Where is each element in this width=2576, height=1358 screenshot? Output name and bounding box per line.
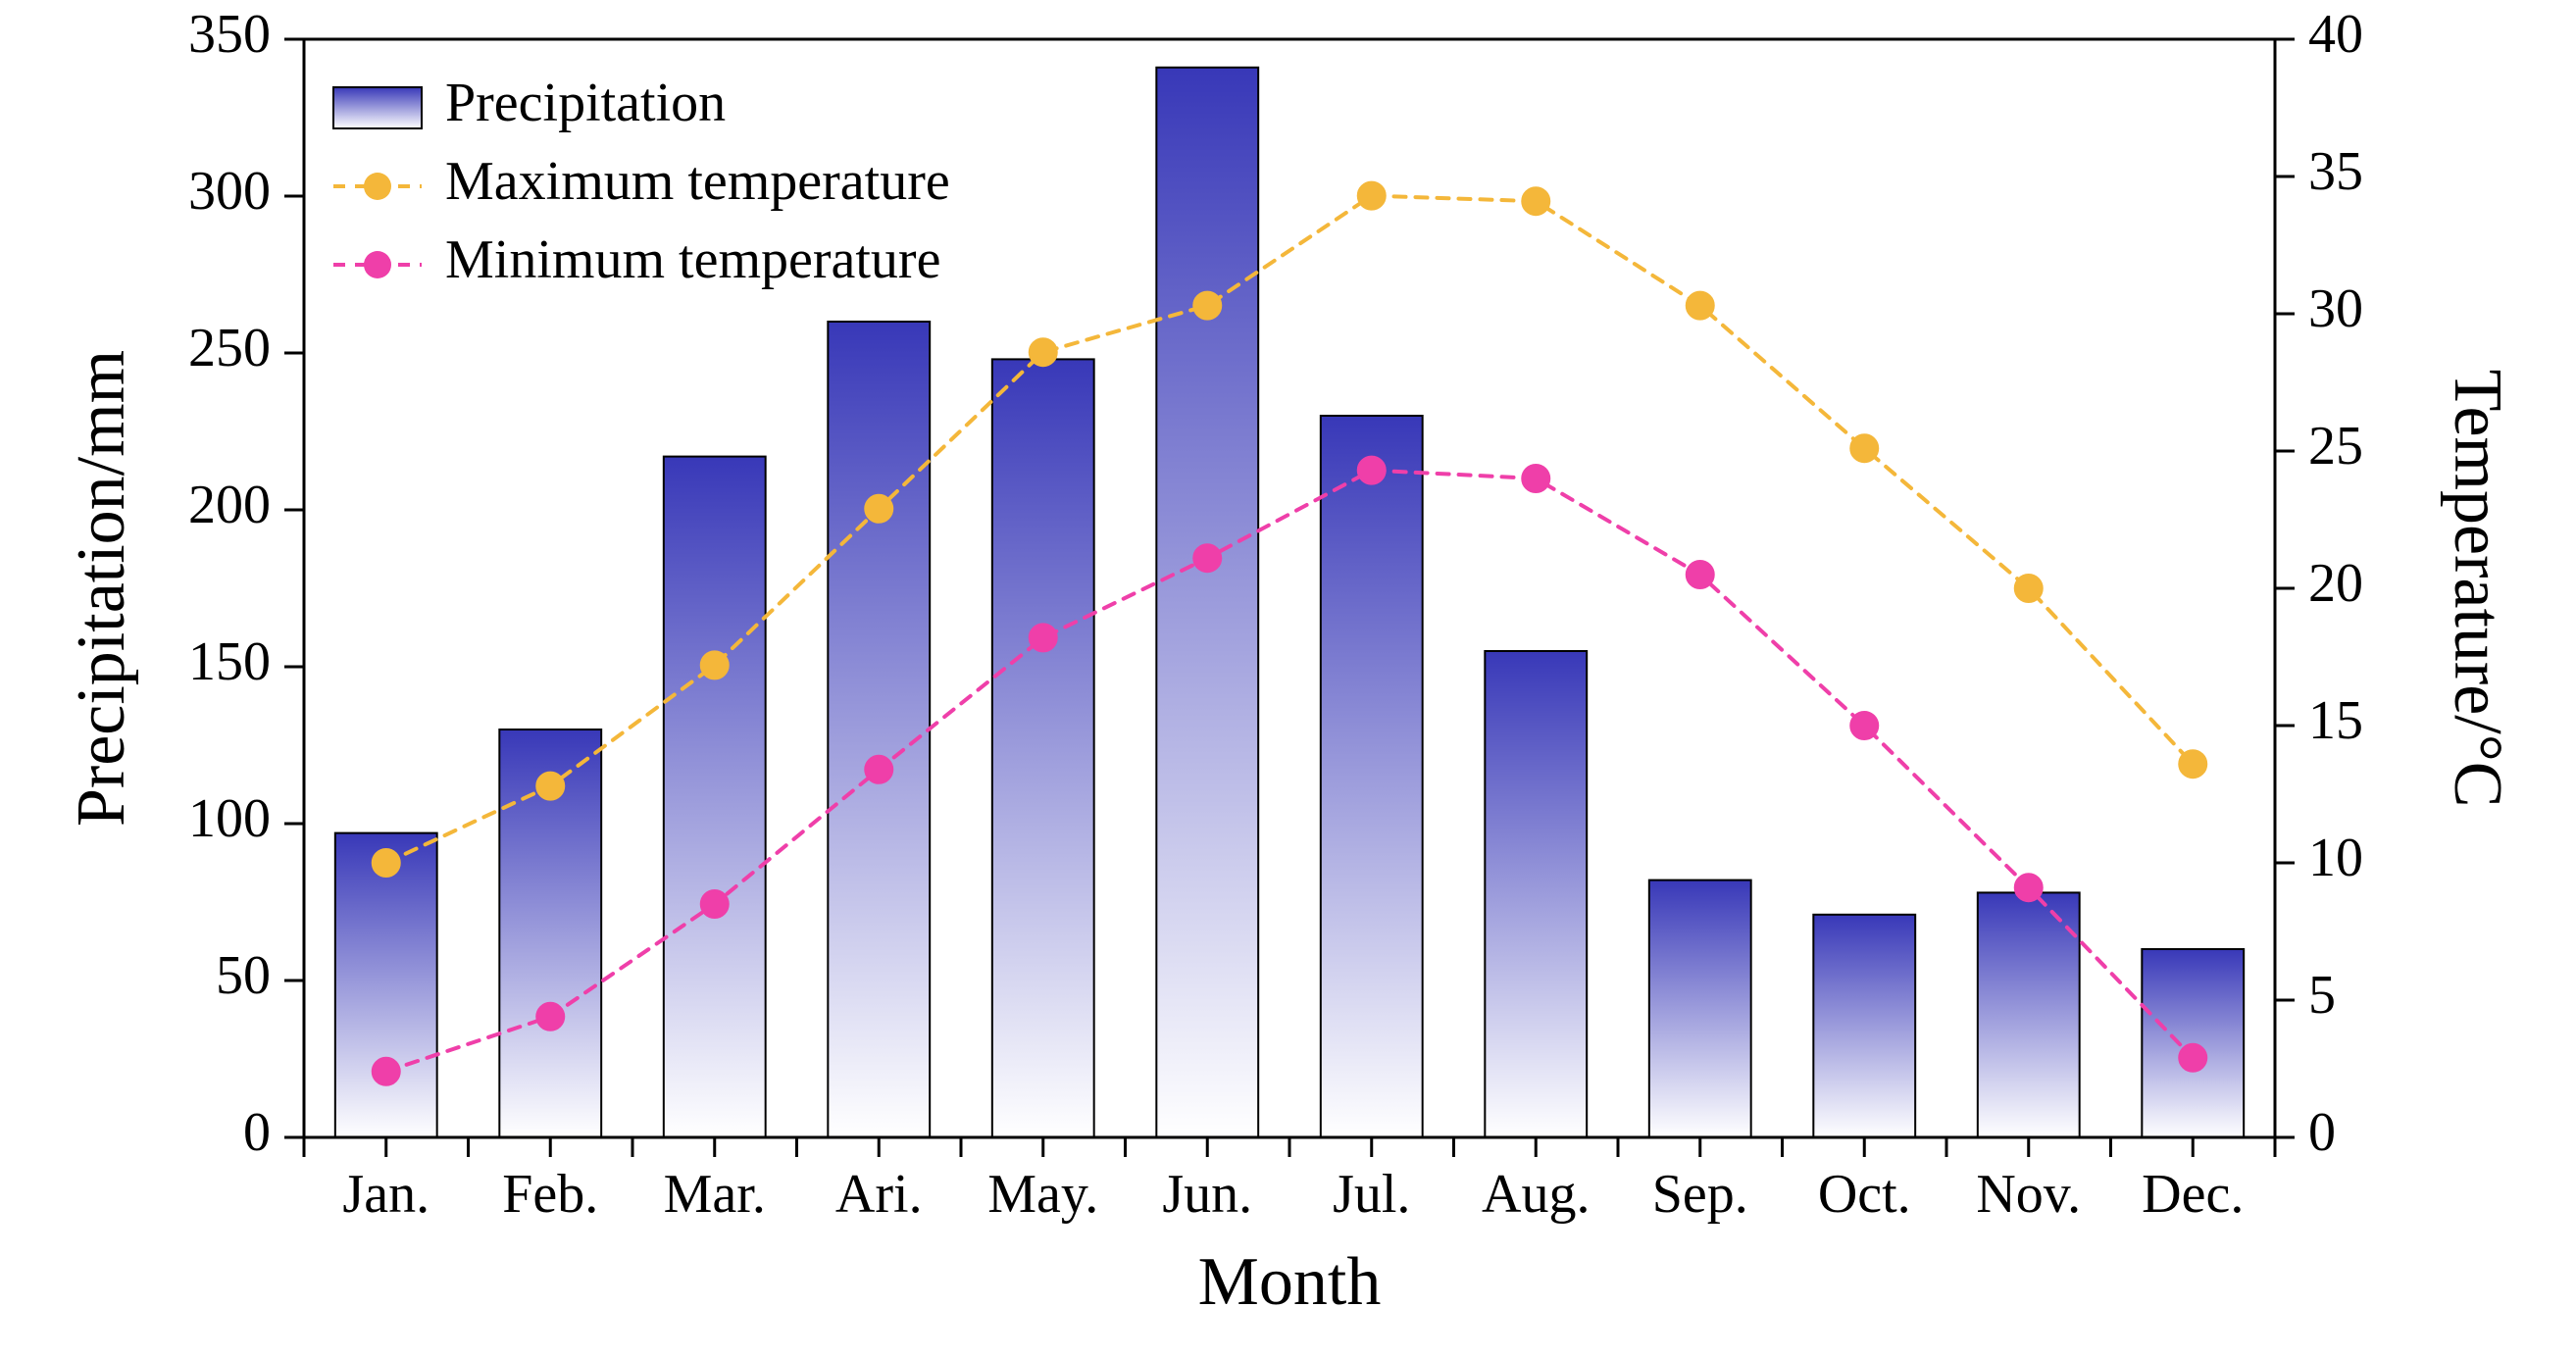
min-temp-marker <box>536 1003 564 1031</box>
climate-chart: 0 50 100 150 200 250 300 350 Precipitation/mm 0 5 1… <box>0 0 2576 1358</box>
bar <box>828 322 930 1137</box>
bar <box>1485 651 1587 1137</box>
y-left-tick-label: 50 <box>216 945 271 1006</box>
x-tick-label: Nov. <box>1976 1164 2081 1225</box>
bar <box>335 833 437 1137</box>
x-axis-label: Month <box>1198 1244 1382 1320</box>
max-temp-marker <box>1687 292 1714 320</box>
max-temp-marker <box>1358 182 1386 210</box>
bar <box>1649 880 1751 1137</box>
chart-svg: 0 50 100 150 200 250 300 350 Precipitation/mm 0 5 1… <box>0 0 2576 1358</box>
max-temp-marker <box>865 495 892 523</box>
max-temp-marker <box>1193 292 1221 320</box>
y-right-tick-label: 5 <box>2308 965 2336 1026</box>
min-temp-marker <box>373 1058 400 1085</box>
bar <box>1978 892 2080 1137</box>
x-tick-label: Jan. <box>342 1164 429 1225</box>
bar <box>1813 915 1915 1137</box>
legend-marker-max <box>364 173 391 200</box>
min-temp-marker <box>1687 561 1714 588</box>
min-temp-marker <box>1358 457 1386 484</box>
legend-label-min: Minimum temperature <box>445 229 940 290</box>
max-temp-marker <box>373 849 400 877</box>
min-temp-marker <box>2179 1044 2206 1072</box>
x-tick-label: Ari. <box>835 1164 923 1225</box>
legend-label-precip: Precipitation <box>445 73 726 133</box>
y-left-tick-label: 150 <box>188 631 271 692</box>
max-temp-marker <box>2015 575 2043 602</box>
legend-label-max: Maximum temperature <box>445 151 950 212</box>
y-left-tick-label: 0 <box>243 1102 271 1163</box>
min-temp-marker <box>1850 712 1878 739</box>
legend-swatch-precip <box>333 87 422 128</box>
max-temp-marker <box>701 651 729 679</box>
y-right-tick-label: 0 <box>2308 1102 2336 1163</box>
y-left-axis-label: Precipitation/mm <box>64 350 139 827</box>
y-left-tick-label: 250 <box>188 318 271 378</box>
min-temp-marker <box>865 756 892 783</box>
y-right-tick-label: 10 <box>2308 828 2363 888</box>
x-tick-label: Jun. <box>1162 1164 1252 1225</box>
legend-marker-min <box>364 251 391 278</box>
bar <box>664 457 766 1137</box>
min-temp-marker <box>1193 544 1221 572</box>
min-temp-marker <box>701 890 729 918</box>
max-temp-marker <box>1030 338 1057 366</box>
x-tick-label: Feb. <box>502 1164 598 1225</box>
y-right-tick-label: 20 <box>2308 553 2363 614</box>
y-right-tick-label: 15 <box>2308 690 2363 751</box>
max-temp-marker <box>1850 434 1878 462</box>
y-right-tick-label: 40 <box>2308 4 2363 65</box>
x-tick-label: Mar. <box>664 1164 766 1225</box>
y-left-tick-label: 100 <box>188 788 271 849</box>
y-right-tick-label: 25 <box>2308 416 2363 477</box>
y-right-tick-label: 35 <box>2308 141 2363 202</box>
x-tick-label: Oct. <box>1818 1164 1911 1225</box>
y-left-tick-label: 300 <box>188 161 271 222</box>
x-tick-label: Jul. <box>1333 1164 1410 1225</box>
y-right-axis-label: Temperature/°C <box>2440 370 2515 808</box>
max-temp-marker <box>2179 750 2206 778</box>
max-temp-marker <box>536 773 564 800</box>
bar <box>992 359 1094 1137</box>
min-temp-marker <box>1030 624 1057 651</box>
x-tick-label: Sep. <box>1652 1164 1748 1225</box>
x-tick-label: Dec. <box>2142 1164 2244 1225</box>
y-right-tick-label: 30 <box>2308 278 2363 339</box>
x-tick-label: Aug. <box>1482 1164 1590 1225</box>
bar <box>1156 68 1258 1137</box>
y-left-tick-label: 350 <box>188 4 271 65</box>
y-left-tick-label: 200 <box>188 475 271 535</box>
max-temp-marker <box>1522 187 1549 215</box>
x-tick-label: May. <box>987 1164 1098 1225</box>
bar <box>1321 416 1423 1137</box>
min-temp-marker <box>2015 874 2043 901</box>
min-temp-marker <box>1522 465 1549 492</box>
